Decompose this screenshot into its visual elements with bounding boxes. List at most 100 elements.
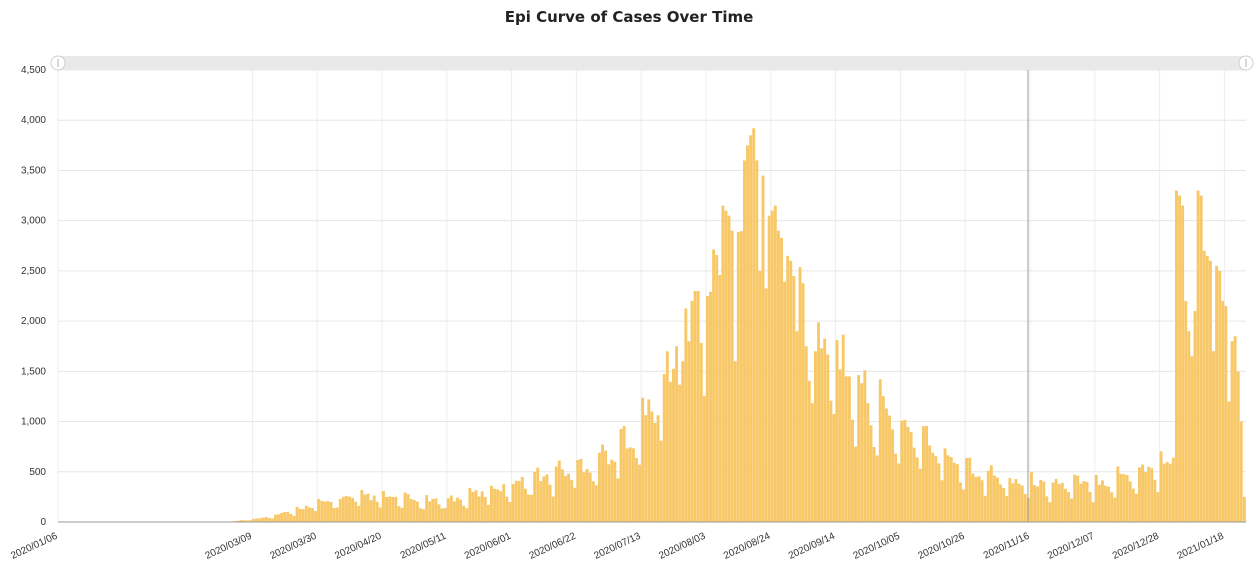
- case-bar: [743, 160, 746, 522]
- case-bar: [425, 495, 429, 522]
- case-bar: [486, 504, 490, 522]
- case-bar: [338, 498, 342, 522]
- y-tick-label: 2,000: [21, 316, 46, 327]
- case-bar: [702, 395, 706, 522]
- case-bar: [817, 322, 820, 522]
- case-bar: [764, 288, 768, 522]
- case-bar: [1067, 492, 1070, 522]
- case-bar: [1187, 331, 1191, 522]
- case-bar: [752, 128, 756, 522]
- case-bar: [533, 471, 537, 522]
- case-bar: [582, 472, 586, 522]
- case-bar: [1144, 471, 1148, 522]
- case-bar: [949, 457, 953, 522]
- x-tick-label: 2020/12/28: [1111, 531, 1161, 562]
- case-bar: [1119, 473, 1123, 522]
- range-slider-track[interactable]: [58, 56, 1246, 70]
- x-tick-label: 2020/05/11: [399, 531, 449, 562]
- case-bar: [773, 205, 777, 522]
- case-bar: [959, 482, 962, 522]
- case-bar: [918, 468, 922, 522]
- case-bar: [1033, 485, 1036, 522]
- case-bar: [270, 518, 274, 522]
- case-bar: [1150, 468, 1154, 522]
- case-bar: [1196, 190, 1200, 523]
- case-bar: [530, 494, 533, 522]
- case-bar: [878, 379, 882, 522]
- case-bar: [452, 501, 456, 522]
- case-bar: [406, 494, 410, 522]
- case-bar: [786, 255, 790, 523]
- case-bar: [776, 230, 780, 522]
- case-bar: [1107, 486, 1111, 522]
- case-bar: [354, 501, 358, 522]
- case-bar: [1125, 475, 1129, 522]
- case-bar: [567, 473, 571, 522]
- case-bar: [1122, 474, 1126, 522]
- case-bar: [838, 369, 842, 522]
- case-bar: [523, 488, 527, 522]
- case-bar: [1014, 479, 1018, 522]
- case-bar: [326, 501, 330, 522]
- case-bar: [962, 489, 965, 522]
- case-bar: [641, 397, 645, 522]
- case-bar: [909, 432, 913, 522]
- case-bar: [1017, 483, 1021, 522]
- case-bar: [419, 508, 422, 522]
- case-bar: [249, 520, 253, 522]
- case-bar: [644, 415, 648, 522]
- case-bar: [844, 376, 848, 522]
- case-bar: [1168, 463, 1172, 522]
- case-bar: [301, 509, 305, 522]
- case-bar: [1190, 356, 1194, 522]
- case-bar: [539, 481, 543, 522]
- case-bar: [724, 210, 728, 522]
- case-bar: [628, 447, 632, 522]
- case-bar: [570, 480, 574, 522]
- range-slider[interactable]: [50, 55, 1254, 71]
- case-bar: [1233, 336, 1237, 522]
- case-bar: [604, 450, 608, 522]
- y-tick-label: 3,500: [21, 165, 46, 176]
- case-bar: [551, 496, 555, 522]
- x-tick-label: 2020/10/26: [916, 531, 966, 562]
- case-bar: [403, 492, 407, 522]
- case-bar: [1094, 474, 1098, 522]
- case-bar: [678, 384, 682, 522]
- case-bar: [431, 498, 435, 522]
- case-bar: [616, 478, 620, 522]
- y-tick-label: 4,500: [21, 65, 46, 76]
- case-bar: [826, 354, 830, 522]
- case-bar: [412, 500, 416, 522]
- case-bar: [329, 502, 333, 522]
- case-bar: [258, 518, 262, 522]
- case-bar: [1030, 472, 1033, 522]
- case-bar: [443, 508, 447, 522]
- case-bar: [696, 290, 700, 522]
- case-bar: [977, 476, 981, 522]
- case-bar: [449, 495, 453, 522]
- case-bar: [739, 231, 743, 522]
- case-bar: [1156, 492, 1160, 522]
- case-bar: [860, 383, 864, 522]
- case-bar: [1060, 482, 1064, 522]
- case-bar: [922, 426, 925, 522]
- case-bar: [1141, 464, 1144, 522]
- case-bar: [770, 210, 774, 522]
- case-bar: [360, 490, 364, 522]
- case-bar: [341, 496, 345, 522]
- case-bar: [1036, 486, 1040, 522]
- case-bar: [382, 490, 385, 522]
- case-bar: [304, 505, 308, 522]
- case-bar: [1224, 306, 1228, 522]
- case-bar: [857, 375, 861, 522]
- y-tick-label: 0: [40, 517, 46, 528]
- y-tick-label: 500: [29, 467, 46, 478]
- case-bar: [536, 467, 540, 522]
- case-bar: [690, 301, 694, 522]
- case-bar: [1110, 492, 1114, 522]
- case-bar: [693, 290, 697, 522]
- case-bar: [462, 505, 466, 522]
- case-bar: [952, 462, 956, 522]
